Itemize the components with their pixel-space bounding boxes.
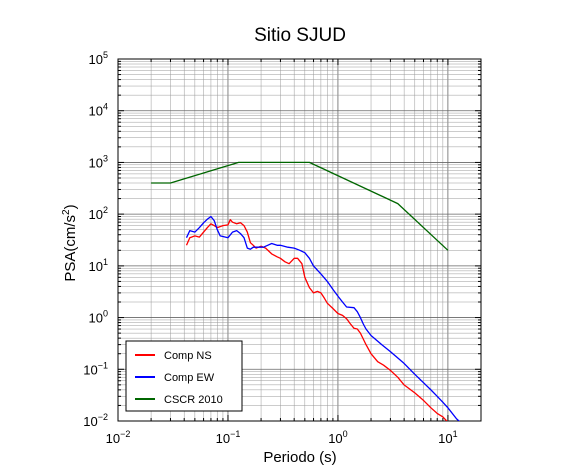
legend-label-comp-ew: Comp EW: [164, 372, 215, 384]
series-lines: [151, 161, 461, 421]
y-tick-label: 103: [89, 153, 108, 170]
y-tick-label: 10−1: [83, 360, 108, 377]
x-tick-labels: 10−2 10−1 100 101: [106, 429, 458, 446]
y-tick-label: 101: [89, 257, 108, 274]
series-line-comp-ns: [185, 219, 448, 421]
y-tick-label: 100: [89, 309, 108, 326]
y-tick-label: 105: [89, 50, 108, 67]
legend-label-cscr-2010: CSCR 2010: [164, 394, 223, 406]
y-tick-label: 104: [89, 102, 108, 119]
y-axis-label: PSA(cm/s2): [61, 204, 79, 281]
chart-title: Sitio SJUD: [254, 25, 346, 46]
plot-frame: [117, 58, 482, 422]
x-tick-label: 101: [438, 429, 457, 446]
x-axis-label: Periodo (s): [263, 449, 336, 466]
legend-label-comp-ns: Comp NS: [164, 350, 212, 362]
series-line-cscr-2010: [151, 161, 449, 251]
legend: Comp NS Comp EW CSCR 2010: [125, 340, 243, 412]
axis-ticks: [117, 58, 482, 422]
series-line-comp-ew: [185, 215, 461, 421]
x-tick-label: 10−1: [216, 429, 241, 446]
y-tick-labels: 10−2 10−1 100 101 102 103 104 105: [83, 50, 108, 429]
x-tick-label: 100: [328, 429, 347, 446]
y-tick-label: 102: [89, 205, 108, 222]
x-tick-label: 10−2: [106, 429, 131, 446]
y-tick-label: 10−2: [83, 412, 108, 429]
